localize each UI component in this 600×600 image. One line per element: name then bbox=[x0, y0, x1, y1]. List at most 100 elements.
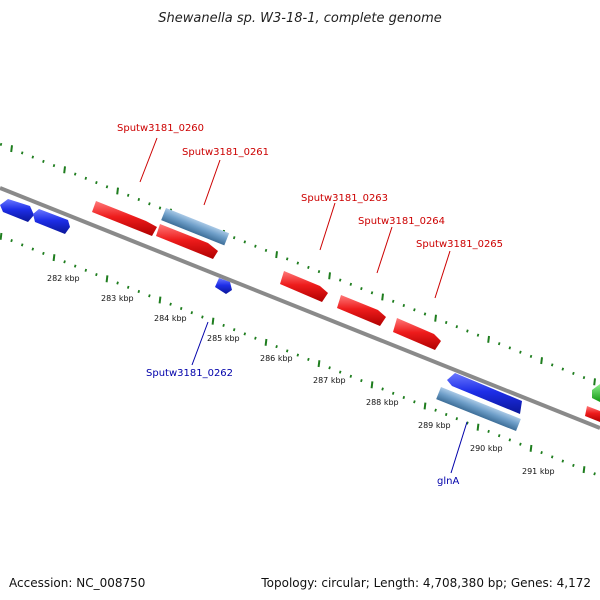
tick-label: 283 kbp bbox=[101, 294, 134, 303]
minor-tick bbox=[328, 366, 331, 370]
minor-tick bbox=[413, 400, 416, 404]
gene-arrow-forward[interactable] bbox=[92, 201, 157, 236]
gene-label[interactable]: Sputw3181_0261 bbox=[182, 147, 269, 158]
major-tick bbox=[476, 423, 480, 431]
major-tick bbox=[317, 360, 321, 368]
minor-tick bbox=[529, 354, 533, 358]
minor-tick bbox=[275, 345, 278, 349]
major-tick bbox=[370, 381, 374, 389]
minor-tick bbox=[42, 159, 45, 163]
minor-tick bbox=[285, 257, 289, 261]
minor-tick bbox=[84, 176, 88, 180]
leader-line bbox=[319, 202, 336, 251]
gene-arrow-forward[interactable] bbox=[393, 318, 441, 350]
minor-tick bbox=[232, 236, 236, 240]
major-tick bbox=[487, 335, 490, 343]
gene-label[interactable]: Sputw3181_0264 bbox=[358, 216, 445, 227]
minor-tick bbox=[137, 289, 141, 294]
minor-tick bbox=[338, 278, 342, 282]
inner-tick-track bbox=[0, 232, 596, 476]
gene-arrow-other[interactable] bbox=[592, 384, 600, 402]
tick-label: 285 kbp bbox=[207, 334, 240, 343]
gene-features bbox=[0, 199, 600, 432]
major-tick bbox=[275, 251, 278, 259]
minor-tick bbox=[95, 181, 98, 185]
minor-tick bbox=[593, 472, 596, 476]
gene-arrow-forward[interactable] bbox=[337, 295, 386, 326]
genome-summary-text: Topology: circular; Length: 4,708,380 bp… bbox=[260, 576, 591, 590]
minor-tick bbox=[466, 329, 469, 333]
minor-tick bbox=[349, 282, 353, 286]
leader-line bbox=[376, 226, 393, 274]
major-tick bbox=[582, 466, 586, 474]
leader-line bbox=[139, 137, 158, 183]
minor-tick bbox=[338, 370, 342, 374]
minor-tick bbox=[84, 268, 88, 272]
minor-tick bbox=[95, 273, 98, 277]
gene-labels: Sputw3181_0260 Sputw3181_0261 Sputw3181_… bbox=[117, 123, 503, 487]
minor-tick bbox=[296, 353, 300, 357]
gene-label[interactable]: Sputw3181_0262 bbox=[146, 368, 233, 379]
rna-feature[interactable] bbox=[436, 387, 521, 432]
leader-line bbox=[191, 321, 209, 366]
gene-label[interactable]: Sputw3181_0260 bbox=[117, 123, 204, 134]
minor-tick bbox=[73, 172, 77, 176]
minor-tick bbox=[73, 264, 77, 268]
minor-tick bbox=[572, 371, 575, 375]
major-tick bbox=[158, 296, 162, 304]
rna-feature[interactable] bbox=[161, 208, 230, 246]
major-tick bbox=[105, 275, 109, 283]
major-tick bbox=[211, 317, 215, 325]
major-tick bbox=[593, 378, 596, 386]
gene-arrow-reverse[interactable] bbox=[447, 373, 522, 414]
leader-line bbox=[434, 250, 451, 299]
accession-text: Accession: NC_008750 bbox=[9, 576, 145, 590]
gene-arrow-reverse[interactable] bbox=[0, 199, 34, 222]
gene-arrow-reverse[interactable] bbox=[33, 209, 70, 234]
gene-label[interactable]: glnA bbox=[437, 476, 459, 487]
minor-tick bbox=[0, 142, 3, 146]
minor-tick bbox=[63, 260, 66, 264]
minor-tick bbox=[105, 185, 109, 189]
minor-tick bbox=[550, 455, 554, 459]
minor-tick bbox=[169, 302, 172, 306]
major-tick bbox=[381, 293, 384, 301]
major-tick bbox=[434, 314, 437, 322]
minor-tick bbox=[413, 308, 416, 312]
gene-label[interactable]: Sputw3181_0265 bbox=[416, 239, 503, 250]
tick-label: 284 kbp bbox=[154, 314, 187, 323]
minor-tick bbox=[360, 379, 363, 383]
minor-tick bbox=[519, 350, 522, 354]
major-tick bbox=[529, 444, 533, 452]
outer-tick-track bbox=[0, 142, 596, 386]
major-tick bbox=[540, 357, 543, 365]
minor-tick bbox=[402, 395, 406, 400]
minor-tick bbox=[254, 336, 257, 340]
minor-tick bbox=[455, 417, 459, 421]
minor-tick bbox=[137, 197, 141, 202]
minor-tick bbox=[455, 325, 459, 329]
gene-label[interactable]: Sputw3181_0263 bbox=[301, 193, 388, 204]
minor-tick bbox=[508, 346, 512, 350]
minor-tick bbox=[20, 243, 24, 247]
minor-tick bbox=[360, 287, 363, 291]
minor-tick bbox=[126, 193, 130, 197]
minor-tick bbox=[561, 367, 565, 371]
gene-arrow-forward[interactable] bbox=[280, 271, 328, 302]
minor-tick bbox=[264, 248, 268, 252]
minor-tick bbox=[391, 391, 395, 395]
minor-tick bbox=[561, 459, 565, 463]
minor-tick bbox=[148, 294, 151, 298]
minor-tick bbox=[296, 261, 300, 265]
minor-tick bbox=[519, 442, 522, 446]
gene-arrow-reverse[interactable] bbox=[215, 278, 232, 294]
gene-arrow-forward[interactable] bbox=[156, 224, 218, 259]
minor-tick bbox=[423, 312, 427, 316]
major-tick bbox=[264, 338, 268, 346]
major-tick bbox=[423, 402, 427, 410]
minor-tick bbox=[582, 376, 586, 380]
leader-line bbox=[203, 159, 221, 206]
minor-tick bbox=[222, 323, 225, 327]
minor-tick bbox=[508, 438, 512, 442]
gene-arrow-forward[interactable] bbox=[585, 406, 600, 422]
